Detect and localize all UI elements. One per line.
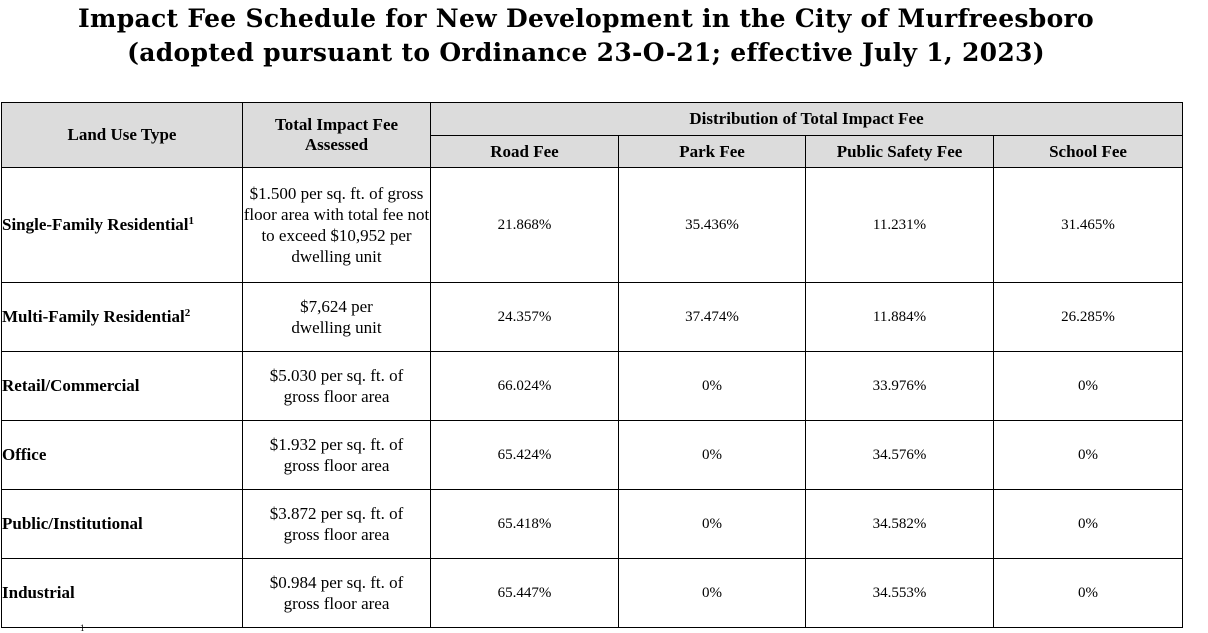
header-road-fee: Road Fee [430,135,619,168]
road-fee-cell: 21.868% [430,167,619,283]
footnote-marker: 1 [80,623,85,633]
school-fee-cell: 31.465% [992,167,1184,283]
document-title: Impact Fee Schedule for New Development … [0,2,1172,70]
header-school-fee: School Fee [992,135,1184,168]
land-use-label: Industrial [2,583,75,602]
school-fee-cell: 0% [992,351,1184,421]
park-fee-cell: 0% [618,558,806,628]
table-row: Single-Family Residential1 $1.500 per sq… [1,167,1184,283]
title-line-2: (adopted pursuant to Ordinance 23-O-21; … [127,38,1045,67]
park-fee-cell: 0% [618,351,806,421]
park-fee-cell: 37.474% [618,282,806,352]
land-use-cell: Retail/Commercial [1,351,243,421]
header-land-use-type: Land Use Type [1,102,243,168]
land-use-cell: Industrial [1,558,243,628]
park-fee-cell: 35.436% [618,167,806,283]
public-safety-fee-cell: 33.976% [805,351,994,421]
table-row: Office $1.932 per sq. ft. of gross floor… [1,420,1184,490]
public-safety-fee-cell: 34.576% [805,420,994,490]
public-safety-fee-cell: 34.553% [805,558,994,628]
park-fee-cell: 0% [618,489,806,559]
table-row: Public/Institutional $3.872 per sq. ft. … [1,489,1184,559]
total-fee-cell: $7,624 per dwelling unit [242,282,431,352]
table-row: Retail/Commercial $5.030 per sq. ft. of … [1,351,1184,421]
header-row-2: Road Fee Park Fee Public Safety Fee Scho… [2,135,1184,168]
land-use-cell: Office [1,420,243,490]
header-public-safety-fee: Public Safety Fee [805,135,994,168]
land-use-label: Public/Institutional [2,514,143,533]
header-distribution: Distribution of Total Impact Fee [429,102,1184,136]
total-fee-cell: $3.872 per sq. ft. of gross floor area [242,489,431,559]
total-fee-cell: $1.500 per sq. ft. of gross floor area w… [242,167,431,283]
table-row: Industrial $0.984 per sq. ft. of gross f… [1,558,1184,628]
road-fee-cell: 65.447% [430,558,619,628]
land-use-label: Single-Family Residential [2,215,189,234]
land-use-label: Multi-Family Residential [2,307,185,326]
road-fee-cell: 65.424% [430,420,619,490]
total-fee-cell: $0.984 per sq. ft. of gross floor area [242,558,431,628]
road-fee-cell: 66.024% [430,351,619,421]
header-row-1: Land Use Type Total Impact Fee Assessed … [1,102,1184,168]
header-total-impact-fee: Total Impact Fee Assessed [242,102,431,168]
land-use-label: Office [2,445,47,464]
road-fee-cell: 65.418% [430,489,619,559]
school-fee-cell: 0% [992,420,1184,490]
road-fee-cell: 24.357% [430,282,619,352]
school-fee-cell: 0% [992,489,1184,559]
public-safety-fee-cell: 34.582% [805,489,994,559]
total-fee-cell: $5.030 per sq. ft. of gross floor area [242,351,431,421]
total-fee-cell: $1.932 per sq. ft. of gross floor area [242,420,431,490]
land-use-cell: Multi-Family Residential2 [1,282,243,352]
header-park-fee: Park Fee [618,135,806,168]
land-use-label: Retail/Commercial [2,376,140,395]
school-fee-cell: 26.285% [992,282,1184,352]
impact-fee-table: Land Use Type Total Impact Fee Assessed … [1,102,1184,628]
land-use-cell: Public/Institutional [1,489,243,559]
land-use-cell: Single-Family Residential1 [1,167,243,283]
footnote-ref: 1 [188,215,195,227]
footnote-ref: 2 [184,307,191,319]
park-fee-cell: 0% [618,420,806,490]
public-safety-fee-cell: 11.231% [805,167,994,283]
title-line-1: Impact Fee Schedule for New Development … [77,4,1094,33]
table-row: Multi-Family Residential2 $7,624 per dwe… [1,282,1184,352]
school-fee-cell: 0% [992,558,1184,628]
public-safety-fee-cell: 11.884% [805,282,994,352]
